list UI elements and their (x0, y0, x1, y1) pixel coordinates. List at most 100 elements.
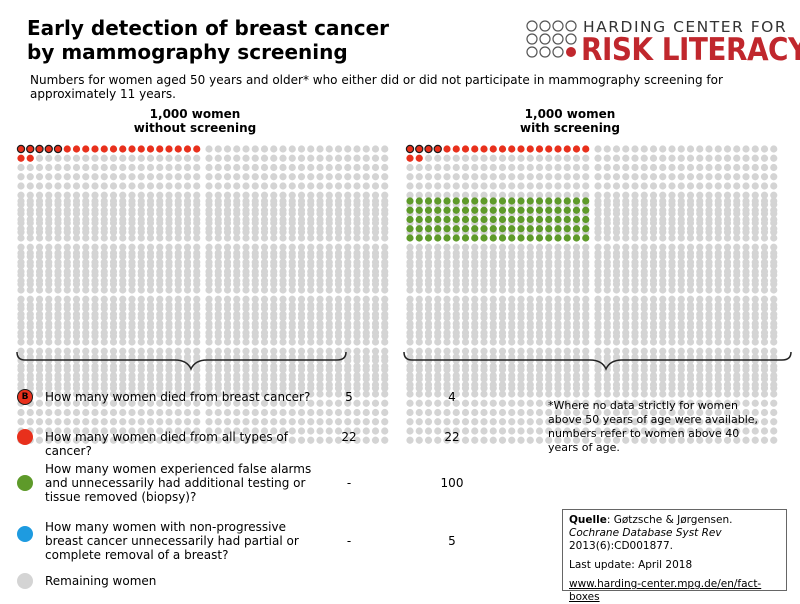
remaining-woman-dot (45, 427, 53, 435)
remaining-woman-dot (622, 154, 630, 162)
logo-text-top: HARDING CENTER FOR (583, 18, 788, 36)
remaining-woman-dot (82, 191, 90, 199)
remaining-woman-dot (146, 427, 155, 435)
remaining-woman-dot (307, 427, 315, 435)
remaining-woman-dot (686, 390, 695, 398)
remaining-woman-dot (612, 390, 621, 398)
remaining-woman-dot (119, 295, 127, 303)
remaining-woman-dot (35, 362, 44, 370)
remaining-woman-dot (82, 310, 90, 318)
remaining-woman-dot (443, 319, 451, 328)
remaining-woman-dot (316, 347, 324, 355)
remaining-woman-dot (489, 427, 497, 435)
remaining-woman-dot (279, 173, 287, 181)
false-alarm-dot (461, 206, 470, 214)
remaining-woman-dot (307, 286, 315, 294)
remaining-woman-dot (233, 206, 241, 214)
false-alarm-dot (471, 234, 479, 242)
remaining-woman-dot (54, 408, 62, 417)
remaining-woman-dot (434, 243, 442, 251)
remaining-woman-dot (307, 362, 315, 370)
remaining-woman-dot (545, 163, 553, 172)
remaining-woman-dot (582, 362, 590, 370)
remaining-woman-dot (17, 243, 25, 251)
remaining-woman-dot (572, 381, 581, 389)
remaining-woman-dot (770, 145, 778, 153)
remaining-woman-dot (183, 408, 192, 417)
remaining-woman-dot (183, 362, 192, 370)
remaining-woman-dot (260, 145, 269, 153)
remaining-woman-dot (35, 206, 44, 214)
remaining-woman-dot (480, 319, 488, 328)
remaining-woman-dot (82, 390, 90, 398)
remaining-woman-dot (668, 145, 676, 153)
remaining-woman-dot (316, 338, 324, 346)
remaining-woman-dot (659, 408, 667, 417)
false-alarm-dot (434, 215, 442, 224)
remaining-woman-dot (205, 390, 213, 398)
false-alarm-dot (424, 197, 433, 205)
remaining-woman-dot (251, 145, 259, 153)
remaining-woman-dot (443, 347, 451, 355)
remaining-woman-dot (686, 329, 695, 337)
remaining-woman-dot (452, 390, 460, 398)
remaining-woman-dot (545, 301, 553, 309)
false-alarm-dot (545, 206, 553, 214)
remaining-woman-dot (371, 225, 380, 233)
remaining-woman-dot (760, 436, 769, 444)
remaining-woman-dot (452, 319, 460, 328)
remaining-woman-dot (205, 154, 213, 162)
remaining-woman-dot (545, 418, 553, 426)
remaining-woman-dot (371, 310, 380, 318)
remaining-woman-dot (582, 390, 590, 398)
remaining-woman-dot (760, 319, 769, 328)
remaining-woman-dot (260, 436, 269, 444)
remaining-woman-dot (288, 197, 296, 205)
remaining-woman-dot (205, 338, 213, 346)
remaining-woman-dot (668, 390, 676, 398)
remaining-woman-dot (100, 427, 108, 435)
remaining-woman-dot (174, 353, 182, 361)
remaining-woman-dot (733, 338, 741, 346)
remaining-woman-dot (415, 329, 423, 337)
remaining-woman-dot (751, 436, 759, 444)
remaining-woman-dot (82, 154, 90, 162)
remaining-woman-dot (288, 154, 296, 162)
remaining-woman-dot (461, 182, 470, 190)
remaining-woman-dot (297, 381, 306, 389)
remaining-woman-dot (100, 182, 108, 190)
remaining-woman-dot (526, 277, 534, 285)
remaining-woman-dot (508, 243, 516, 251)
remaining-woman-dot (334, 249, 343, 257)
remaining-woman-dot (461, 310, 470, 318)
remaining-woman-dot (233, 243, 241, 251)
remaining-woman-dot (696, 191, 704, 199)
remaining-woman-dot (174, 362, 182, 370)
remaining-woman-dot (45, 163, 53, 172)
remaining-woman-dot (270, 295, 278, 303)
source-link[interactable]: www.harding-center.mpg.de/en/fact-boxes (569, 578, 762, 603)
remaining-woman-dot (353, 338, 361, 346)
remaining-woman-dot (146, 353, 155, 361)
remaining-woman-dot (742, 277, 750, 285)
remaining-woman-dot (742, 191, 750, 199)
remaining-woman-dot (622, 145, 630, 153)
remaining-woman-dot (677, 163, 685, 172)
remaining-woman-dot (82, 353, 90, 361)
remaining-woman-dot (72, 301, 81, 309)
remaining-woman-dot (183, 225, 192, 233)
remaining-woman-dot (214, 371, 222, 380)
remaining-woman-dot (146, 206, 155, 214)
remaining-woman-dot (91, 215, 99, 224)
remaining-woman-dot (82, 338, 90, 346)
remaining-woman-dot (288, 243, 296, 251)
remaining-woman-dot (563, 347, 571, 355)
remaining-woman-dot (705, 215, 713, 224)
remaining-woman-dot (434, 399, 442, 407)
remaining-woman-dot (461, 418, 470, 426)
remaining-woman-dot (54, 206, 62, 214)
remaining-woman-dot (63, 182, 71, 190)
remaining-woman-dot (705, 277, 713, 285)
remaining-woman-dot (594, 418, 602, 426)
remaining-woman-dot (461, 249, 470, 257)
